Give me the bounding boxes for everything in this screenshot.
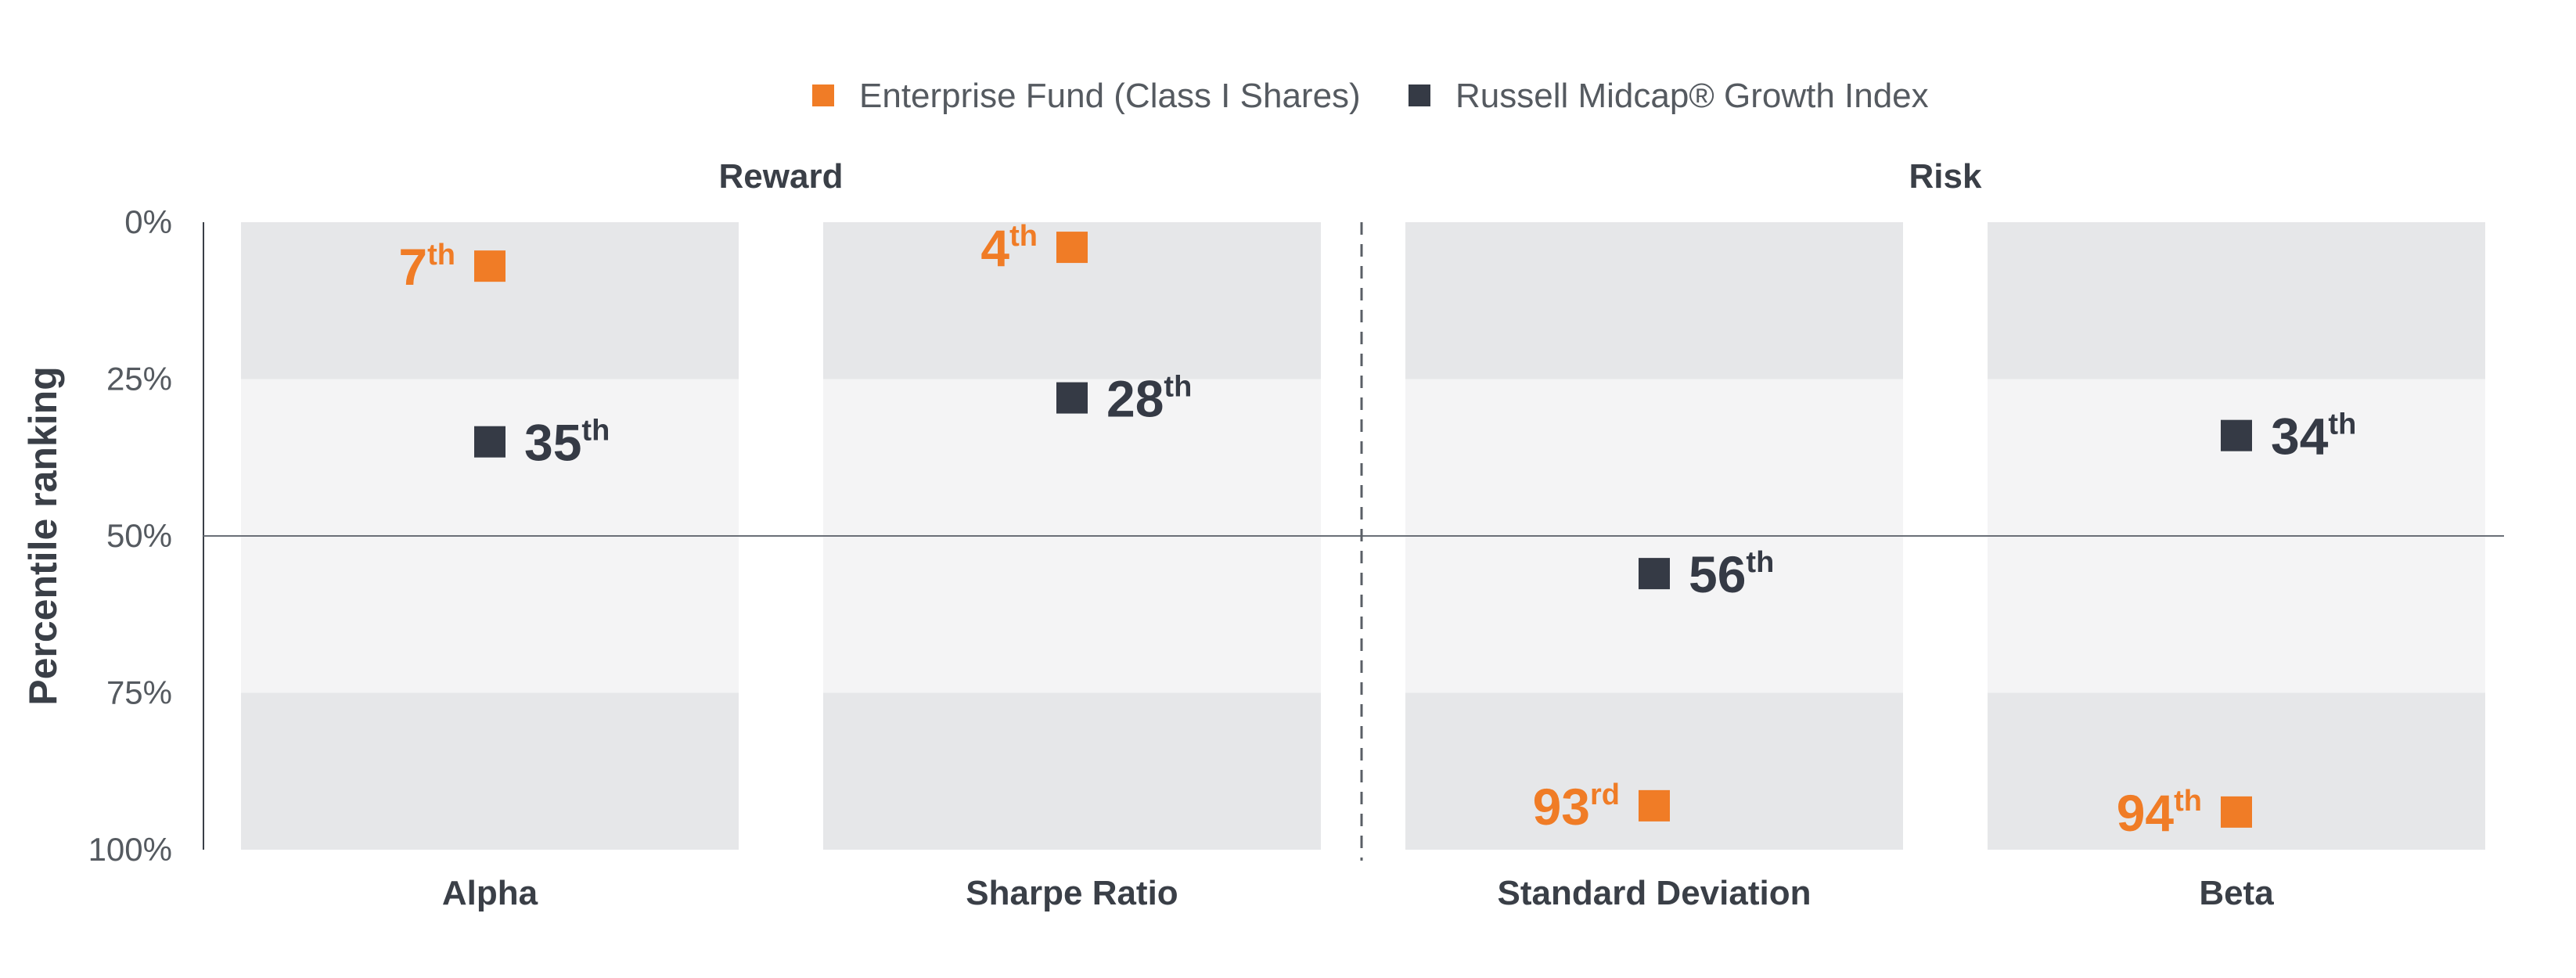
data-label-suffix: th <box>427 239 455 271</box>
data-label-number: 35 <box>524 414 581 472</box>
category-label: Alpha <box>442 874 538 912</box>
data-label-suffix: th <box>1746 546 1774 579</box>
data-label-number: 4 <box>980 219 1009 277</box>
y-tick-label: 50% <box>106 517 172 554</box>
data-point <box>1639 789 1670 822</box>
column-alpha: Alpha <box>241 222 739 912</box>
group-title-risk: Risk <box>1909 157 1982 196</box>
quartile-band-1 <box>1988 222 2485 379</box>
y-tick-label: 75% <box>106 674 172 711</box>
quartile-band-3 <box>823 692 1321 850</box>
data-point <box>2221 796 2252 828</box>
y-tick-label: 100% <box>88 831 172 868</box>
point-group: 4th <box>980 219 1088 277</box>
legend-swatch-2 <box>1409 84 1430 106</box>
data-point <box>1056 382 1088 414</box>
group-titles: Reward Risk <box>719 157 1982 196</box>
point-group: 7th <box>398 238 505 296</box>
data-label: 93rd <box>1533 778 1620 836</box>
data-point <box>1056 232 1088 264</box>
category-label: Standard Deviation <box>1498 874 1811 912</box>
data-label-number: 93 <box>1533 778 1590 836</box>
data-label: 35th <box>524 414 610 472</box>
data-label-suffix: th <box>581 415 610 448</box>
data-label-suffix: th <box>2174 785 2202 818</box>
data-label-suffix: th <box>2328 408 2356 441</box>
data-label-number: 56 <box>1689 545 1746 603</box>
data-label-number: 34 <box>2271 408 2329 466</box>
data-point <box>1639 558 1670 590</box>
category-label: Beta <box>2199 874 2274 912</box>
legend-label-2: Russell Midcap® Growth Index <box>1455 77 1929 115</box>
data-point <box>474 250 505 282</box>
quartile-band-1 <box>241 222 739 379</box>
legend-swatch-1 <box>812 84 834 106</box>
y-tick-label: 25% <box>106 361 172 397</box>
data-label: 7th <box>398 238 455 296</box>
quartile-band-3 <box>241 692 739 850</box>
data-point <box>474 426 505 458</box>
data-label-number: 94 <box>2117 784 2175 842</box>
y-tick-label: 0% <box>124 203 172 240</box>
quartile-band-1 <box>1405 222 1903 379</box>
data-label: 28th <box>1106 370 1192 428</box>
point-group: 94th <box>2117 784 2252 842</box>
data-point <box>2221 419 2252 451</box>
data-label-number: 28 <box>1106 370 1164 428</box>
point-group: 35th <box>474 414 610 472</box>
y-axis-title: Percentile ranking <box>21 366 65 706</box>
data-label-suffix: th <box>1164 371 1192 404</box>
axes: 0% 25% 50% 75% 100% Percentile ranking <box>21 203 2504 868</box>
data-label: 4th <box>980 219 1038 277</box>
data-label-suffix: rd <box>1590 778 1620 811</box>
data-label-number: 7 <box>398 238 427 296</box>
data-label-suffix: th <box>1009 220 1038 253</box>
point-group: 34th <box>2221 408 2356 466</box>
data-label: 56th <box>1689 545 1774 603</box>
category-label: Sharpe Ratio <box>966 874 1178 912</box>
legend-label-1: Enterprise Fund (Class I Shares) <box>859 77 1361 115</box>
quartile-band-3 <box>1405 692 1903 850</box>
point-group: 56th <box>1639 545 1774 603</box>
column-sharpe-ratio: Sharpe Ratio <box>823 222 1321 912</box>
legend: Enterprise Fund (Class I Shares) Russell … <box>812 77 1929 115</box>
point-group: 28th <box>1056 370 1192 428</box>
point-group: 93rd <box>1533 778 1670 836</box>
data-label: 34th <box>2271 408 2356 466</box>
data-label: 94th <box>2117 784 2202 842</box>
group-title-reward: Reward <box>719 157 844 196</box>
